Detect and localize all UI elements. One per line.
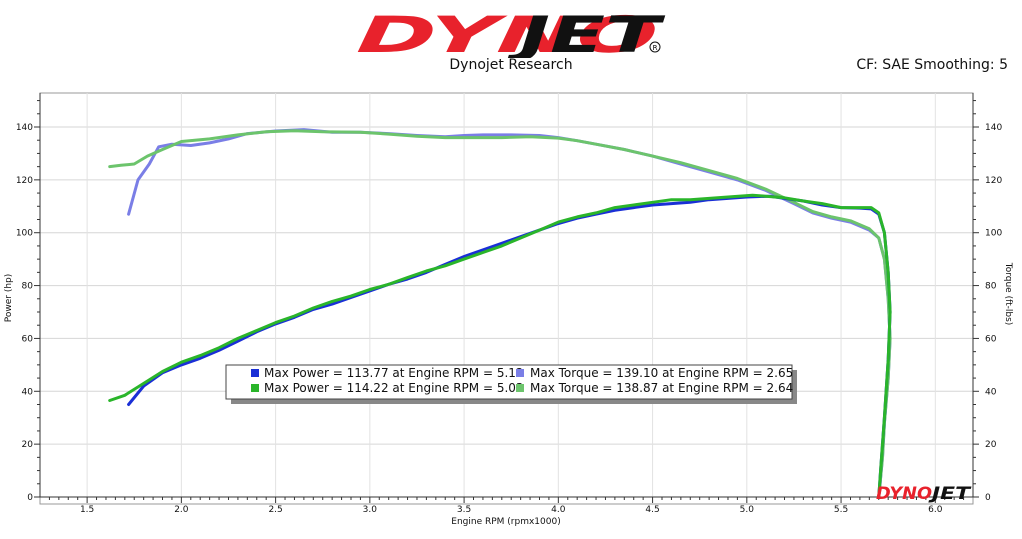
x-axis: 1.5 2.0 2.5 3.0 3.5 4.0 4.5 5.0 5.5 6.0 bbox=[40, 496, 973, 515]
svg-text:DYNO: DYNO bbox=[354, 5, 660, 58]
y-axis-right-title: Torque (ft-lbs) bbox=[1003, 262, 1013, 326]
x-tick: 6.0 bbox=[928, 505, 943, 515]
legend-swatch-2 bbox=[516, 369, 524, 377]
legend-entry-2: Max Torque = 139.10 at Engine RPM = 2.65 bbox=[530, 366, 793, 380]
svg-text:JET: JET bbox=[928, 484, 972, 504]
x-tick: 5.0 bbox=[740, 505, 755, 515]
y-axis-right: 0 20 40 60 80 100 120 140 bbox=[972, 93, 1002, 503]
y-axis-left: 0 20 40 60 80 100 120 140 bbox=[16, 93, 41, 503]
legend: Max Power = 113.77 at Engine RPM = 5.12 … bbox=[225, 364, 797, 404]
y-tick-left: 60 bbox=[22, 334, 34, 344]
series-group bbox=[108, 128, 892, 499]
x-tick: 2.0 bbox=[174, 505, 189, 515]
legend-entry-4: Max Torque = 138.87 at Engine RPM = 2.64 bbox=[530, 381, 793, 395]
y-tick-right: 100 bbox=[985, 229, 1002, 239]
legend-swatch-4 bbox=[516, 384, 524, 392]
svg-text:R: R bbox=[653, 44, 658, 52]
y-tick-right: 0 bbox=[985, 493, 991, 503]
x-tick: 1.5 bbox=[80, 505, 94, 515]
y-tick-left: 100 bbox=[16, 229, 33, 239]
y-tick-left: 120 bbox=[16, 176, 33, 186]
dynojet-logo: DYNO JET R bbox=[354, 5, 666, 58]
legend-entry-1: Max Power = 113.77 at Engine RPM = 5.12 bbox=[264, 366, 524, 380]
y-tick-left: 140 bbox=[16, 123, 33, 133]
chart-subtitle: Dynojet Research bbox=[449, 57, 573, 73]
x-tick: 4.5 bbox=[645, 505, 659, 515]
series-line-run2-power bbox=[108, 193, 892, 499]
plot-area bbox=[39, 92, 974, 505]
legend-swatch-3 bbox=[251, 384, 259, 392]
x-tick: 3.0 bbox=[363, 505, 378, 515]
x-axis-title: Engine RPM (rpmx1000) bbox=[451, 517, 560, 527]
y-tick-right: 20 bbox=[985, 440, 997, 450]
y-tick-left: 40 bbox=[22, 387, 34, 397]
x-tick: 4.0 bbox=[551, 505, 566, 515]
y-tick-left: 80 bbox=[22, 282, 34, 292]
legend-swatch-1 bbox=[251, 369, 259, 377]
x-tick: 5.5 bbox=[834, 505, 848, 515]
correction-factor-info: CF: SAE Smoothing: 5 bbox=[856, 57, 1008, 73]
watermark-logo: DYNO JET bbox=[876, 484, 972, 504]
y-tick-right: 120 bbox=[985, 176, 1002, 186]
legend-entry-3: Max Power = 114.22 at Engine RPM = 5.03 bbox=[264, 381, 524, 395]
x-tick: 2.5 bbox=[268, 505, 282, 515]
y-axis-left-title: Power (hp) bbox=[4, 274, 14, 323]
y-tick-right: 60 bbox=[985, 334, 997, 344]
y-tick-right: 40 bbox=[985, 387, 997, 397]
svg-text:JET: JET bbox=[505, 6, 666, 58]
y-tick-right: 140 bbox=[985, 123, 1002, 133]
svg-text:DYNO: DYNO bbox=[876, 484, 932, 504]
x-tick: 3.5 bbox=[457, 505, 471, 515]
y-tick-left: 20 bbox=[22, 440, 34, 450]
y-tick-right: 80 bbox=[985, 282, 997, 292]
y-tick-left: 0 bbox=[27, 493, 33, 503]
series-line-run2-torque bbox=[108, 129, 892, 499]
